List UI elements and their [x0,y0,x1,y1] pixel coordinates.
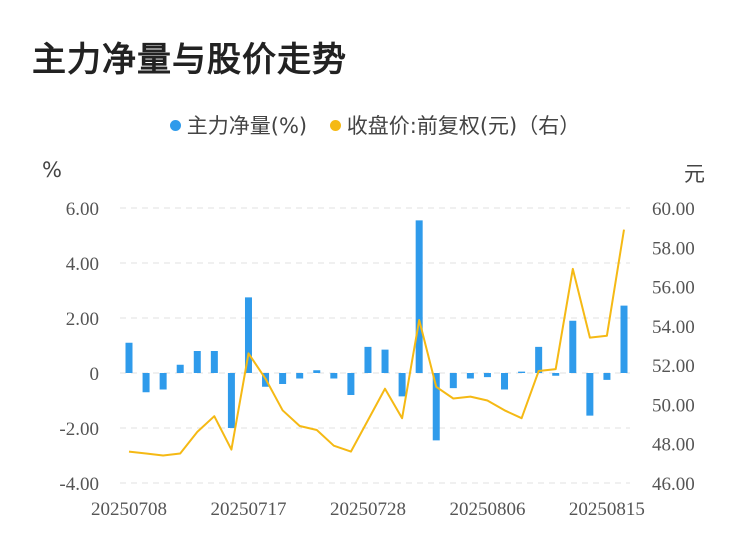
bar [193,351,201,373]
left-tick-label: 4.00 [66,254,99,275]
right-tick-label: 54.00 [652,317,695,338]
bar [398,373,406,397]
legend-bar-dot-icon [169,119,181,131]
bar [620,305,628,373]
x-tick-label: 20250728 [330,499,406,520]
bar [176,364,184,373]
bar [432,373,440,441]
legend-bar-label: 主力净量(%) [186,114,308,138]
x-tick-label: 20250708 [91,499,167,520]
bar [569,320,577,373]
chart-title: 主力净量与股价走势 [32,40,347,80]
bar [227,373,235,428]
left-tick-label: 6.00 [66,199,99,220]
bar [501,373,509,390]
bar [483,373,491,378]
bar [364,346,372,373]
legend-item-bar[interactable]: 主力净量(%) [169,110,308,140]
price-line [128,229,625,457]
right-tick-label: 50.00 [652,395,695,416]
legend-item-line[interactable]: 收盘价:前复权(元)（右） [329,110,581,140]
right-tick-label: 56.00 [652,278,695,299]
x-tick-label: 20250717 [210,499,286,520]
bar [449,373,457,389]
bar [415,220,423,373]
bar [552,373,560,376]
right-tick-label: 60.00 [652,199,695,220]
bar [125,342,133,373]
bar [279,373,287,384]
left-tick-label: -4.00 [59,474,99,495]
legend-line-dot-icon [329,119,341,131]
bar [244,297,252,373]
left-axis-unit: % [42,158,62,182]
bar [313,370,321,373]
bar [535,346,543,373]
left-tick-label: 2.00 [66,309,99,330]
bar [296,373,304,379]
right-tick-label: 46.00 [652,474,695,495]
right-axis-unit: 元 [684,162,705,186]
right-tick-label: 52.00 [652,356,695,377]
bar [466,373,474,379]
bar [330,373,338,379]
bar [381,349,389,373]
bar [159,373,167,390]
bar [347,373,355,395]
legend-line-label: 收盘价:前复权(元)（右） [346,114,581,138]
bar [603,373,611,380]
bar [586,373,594,416]
right-tick-label: 48.00 [652,435,695,456]
bar [210,351,218,373]
x-tick-label: 20250806 [449,499,525,520]
right-tick-label: 58.00 [652,238,695,259]
bar [142,373,150,393]
legend: 主力净量(%) 收盘价:前复权(元)（右） [0,110,750,140]
x-tick-label: 20250815 [569,499,645,520]
bar [518,371,526,373]
left-tick-label: -2.00 [59,419,99,440]
left-tick-label: 0 [90,364,100,385]
